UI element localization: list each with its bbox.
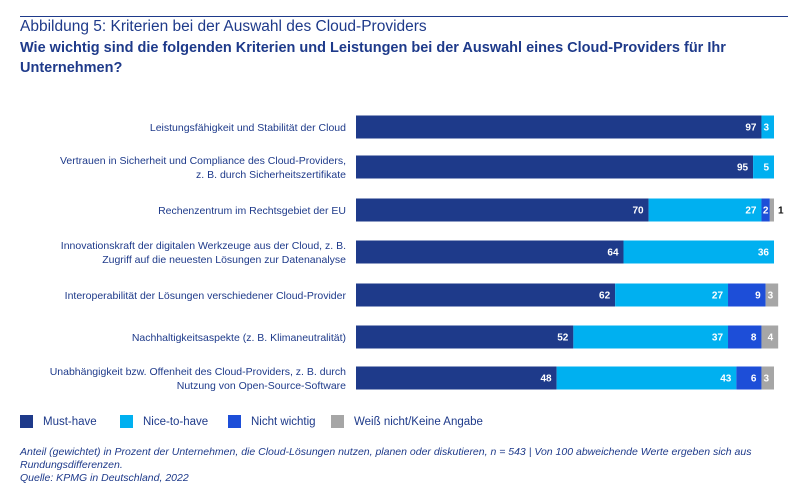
bar-segment bbox=[356, 366, 557, 390]
bar-segment bbox=[556, 366, 737, 390]
bar-segment bbox=[736, 366, 762, 390]
bar-segment bbox=[356, 155, 754, 179]
bar-segment bbox=[648, 198, 762, 222]
bar-segment bbox=[728, 325, 762, 349]
legend-swatch-weiss-nicht bbox=[331, 415, 344, 428]
legend-swatch-must-have bbox=[20, 415, 33, 428]
legend-item-nice-to-have: Nice-to-have bbox=[120, 415, 208, 428]
bar-segment bbox=[623, 240, 774, 264]
data-label: 48 bbox=[541, 374, 553, 385]
legend-swatch-nice-to-have bbox=[120, 415, 133, 428]
data-label: 27 bbox=[745, 206, 757, 217]
figure-subtitle: Wie wichtig sind die folgenden Kriterien… bbox=[20, 40, 726, 76]
legend-label-nice-to-have: Nice-to-have bbox=[143, 415, 209, 428]
bar-segment bbox=[765, 283, 779, 307]
legend-item-must-have: Must-have bbox=[20, 415, 97, 428]
bar-segment bbox=[356, 283, 616, 307]
bar-segment bbox=[573, 325, 729, 349]
category-label: z. B. durch Sicherheitszertifikate bbox=[196, 169, 346, 181]
data-label: 9 bbox=[755, 291, 761, 302]
data-label: 2 bbox=[763, 206, 769, 217]
category-label: Zugriff auf die neuesten Lösungen zur Da… bbox=[102, 254, 346, 266]
figure-title: Abbildung 5: Kriterien bei der Auswahl d… bbox=[20, 18, 427, 35]
bar-segment bbox=[761, 366, 774, 390]
top-rule bbox=[20, 16, 788, 17]
category-label: Unabhängigkeit bzw. Offenheit des Cloud-… bbox=[50, 366, 346, 378]
bar-segment bbox=[761, 115, 774, 139]
bar-segment bbox=[356, 240, 624, 264]
legend-item-nicht-wichtig: Nicht wichtig bbox=[228, 415, 316, 428]
data-label: 97 bbox=[745, 123, 757, 134]
bar-segment bbox=[753, 155, 774, 179]
data-label: 64 bbox=[607, 248, 619, 259]
category-label: Innovationskraft der digitalen Werkzeuge… bbox=[61, 240, 346, 252]
data-label: 3 bbox=[763, 374, 769, 385]
data-label: 3 bbox=[763, 123, 769, 134]
category-label: Vertrauen in Sicherheit und Compliance d… bbox=[60, 155, 346, 167]
data-label: 6 bbox=[751, 374, 757, 385]
bar-segment bbox=[356, 325, 574, 349]
data-label: 27 bbox=[712, 291, 724, 302]
legend-label-weiss-nicht: Weiß nicht/Keine Angabe bbox=[354, 415, 483, 428]
stacked-bar-chart: Leistungsfähigkeit und Stabilität der Cl… bbox=[50, 115, 784, 392]
data-label: 70 bbox=[632, 206, 644, 217]
category-label: Rechenzentrum im Rechtsgebiet der EU bbox=[158, 205, 346, 217]
category-label: Leistungsfähigkeit und Stabilität der Cl… bbox=[150, 122, 346, 134]
data-label: 95 bbox=[737, 163, 749, 174]
data-label: 8 bbox=[751, 333, 757, 344]
legend-swatch-nicht-wichtig bbox=[228, 415, 241, 428]
footnote: Anteil (gewichtet) in Prozent der Untern… bbox=[20, 446, 752, 471]
data-label: 62 bbox=[599, 291, 611, 302]
bar-segment bbox=[356, 198, 649, 222]
data-label: 52 bbox=[557, 333, 569, 344]
bar-segment bbox=[761, 198, 770, 222]
data-label: 4 bbox=[768, 333, 774, 344]
data-label: 37 bbox=[712, 333, 724, 344]
category-label: Nachhaltigkeitsaspekte (z. B. Klimaneutr… bbox=[132, 332, 346, 344]
data-label: 1 bbox=[778, 206, 784, 217]
bar-segment bbox=[761, 325, 779, 349]
data-label: 3 bbox=[768, 291, 774, 302]
legend-label-must-have: Must-have bbox=[43, 415, 97, 428]
data-label: 43 bbox=[720, 374, 732, 385]
bar-segment bbox=[769, 198, 774, 222]
bar-segment bbox=[356, 115, 762, 139]
bar-segment bbox=[728, 283, 766, 307]
category-label: Interoperabilität der Lösungen verschied… bbox=[65, 290, 347, 302]
data-label: 36 bbox=[758, 248, 770, 259]
category-label: Nutzung von Open-Source-Software bbox=[177, 380, 346, 392]
legend-label-nicht-wichtig: Nicht wichtig bbox=[251, 415, 316, 428]
legend-item-weiss-nicht: Weiß nicht/Keine Angabe bbox=[331, 415, 483, 428]
bar-segment bbox=[615, 283, 729, 307]
source-note: Quelle: KPMG in Deutschland, 2022 bbox=[20, 472, 189, 484]
data-label: 5 bbox=[763, 163, 769, 174]
